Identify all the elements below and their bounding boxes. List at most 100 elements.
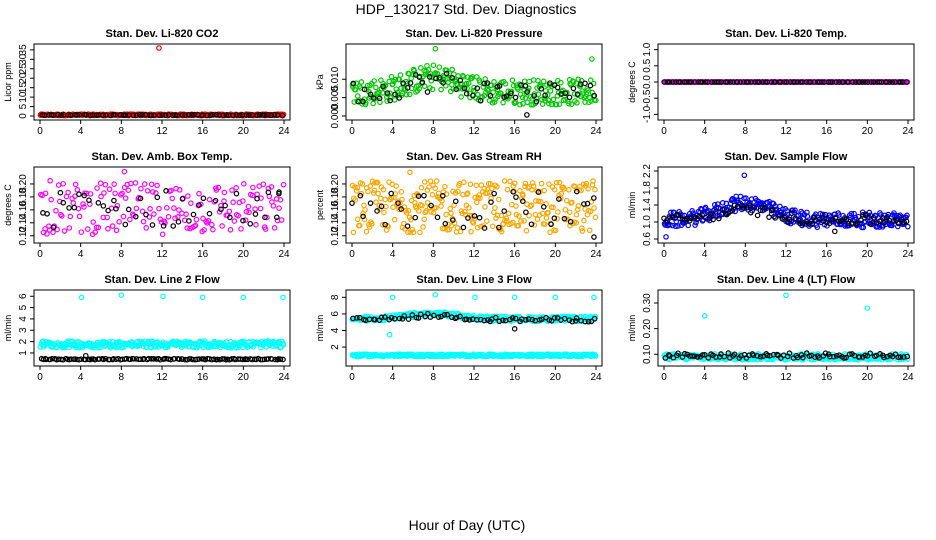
data-point	[354, 216, 361, 223]
data-point	[473, 182, 480, 189]
data-point	[491, 99, 498, 105]
data-point	[162, 112, 169, 119]
data-point	[691, 353, 698, 359]
data-points	[661, 79, 911, 85]
x-tick-label: 20	[550, 249, 562, 260]
data-point	[374, 179, 381, 186]
y-tick-label: 0.12	[18, 226, 29, 246]
data-point	[831, 228, 838, 235]
data-point	[428, 202, 434, 209]
data-point	[591, 315, 598, 322]
data-point	[526, 78, 533, 85]
y-tick-label: 5	[18, 103, 29, 109]
x-tick-label: 20	[550, 126, 562, 137]
data-point	[132, 180, 139, 186]
data-point	[209, 221, 215, 228]
data-point	[547, 88, 554, 94]
data-point	[371, 187, 378, 194]
data-point	[167, 356, 174, 363]
y-tick-label: 0.10	[642, 344, 653, 364]
data-point	[430, 62, 437, 69]
data-points	[349, 45, 599, 118]
data-point	[688, 79, 694, 85]
data-point	[438, 86, 444, 93]
data-point	[265, 111, 271, 118]
data-point	[373, 84, 379, 91]
x-tick-label: 20	[862, 249, 874, 260]
plot-frame	[657, 166, 915, 244]
data-point	[542, 98, 549, 104]
x-tick-label: 20	[862, 372, 874, 383]
data-point	[349, 200, 355, 206]
data-point	[843, 354, 849, 361]
data-point	[269, 356, 275, 362]
data-point	[546, 100, 552, 107]
data-point	[210, 226, 216, 233]
data-point	[196, 190, 202, 197]
data-point	[833, 352, 840, 359]
data-point	[792, 79, 798, 85]
data-point	[487, 92, 494, 99]
data-point	[176, 207, 182, 213]
y-tick-label: 0.18	[18, 187, 29, 207]
data-point	[825, 79, 832, 85]
data-point	[125, 206, 132, 213]
data-point	[489, 185, 495, 192]
data-point	[547, 80, 553, 86]
data-point	[400, 80, 406, 86]
data-point	[201, 227, 207, 233]
data-point	[545, 97, 552, 103]
data-point	[65, 189, 71, 196]
data-point	[807, 79, 814, 85]
panel-title: Stan. Dev. Li-820 CO2	[106, 28, 219, 40]
data-point	[503, 93, 510, 99]
y-tick-label: 2	[330, 344, 341, 350]
data-point	[804, 213, 811, 219]
data-point	[592, 214, 599, 221]
data-point	[247, 220, 254, 227]
data-point	[421, 179, 428, 185]
data-point	[562, 90, 569, 97]
data-point	[356, 222, 363, 229]
data-point	[866, 209, 873, 216]
data-point	[673, 212, 680, 218]
data-point	[741, 172, 748, 179]
data-point	[518, 218, 524, 224]
data-point	[539, 101, 546, 107]
data-point	[725, 350, 732, 356]
data-point	[566, 100, 572, 107]
data-point	[176, 356, 183, 362]
chart-panel-2: Stan. Dev. Li-820 Pressure kPa 0 4 8 12 16 20 24…	[315, 28, 603, 137]
y-axis-label: Licor ppm	[3, 62, 13, 102]
data-point	[61, 228, 68, 234]
data-point	[552, 227, 559, 234]
data-point	[566, 209, 573, 216]
data-point	[589, 56, 595, 62]
data-point	[555, 209, 561, 215]
y-tick-label: 1	[18, 350, 29, 356]
data-point	[241, 181, 247, 187]
data-point	[407, 169, 413, 176]
data-point	[44, 211, 50, 217]
data-point	[880, 219, 887, 226]
y-tick-label: 0.14	[18, 213, 29, 233]
x-tick-label: 20	[862, 126, 874, 137]
data-point	[440, 80, 446, 86]
data-point	[204, 112, 211, 119]
data-point	[119, 190, 125, 197]
data-point	[762, 79, 769, 85]
data-point	[783, 292, 789, 299]
data-point	[550, 204, 556, 211]
data-point	[72, 181, 79, 188]
data-point	[147, 206, 153, 212]
data-point	[105, 225, 111, 232]
data-point	[809, 221, 816, 227]
x-tick-label: 12	[780, 126, 792, 137]
data-point	[468, 228, 474, 235]
data-point	[591, 205, 597, 211]
data-point	[100, 203, 107, 209]
data-point	[447, 205, 454, 212]
data-point	[82, 352, 89, 359]
data-point	[568, 101, 575, 107]
data-point	[416, 74, 423, 80]
